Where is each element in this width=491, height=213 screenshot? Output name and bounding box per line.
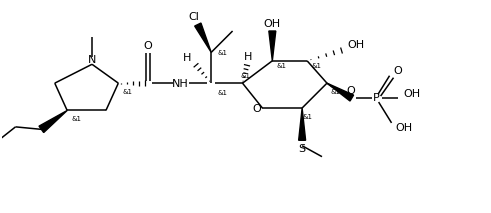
Text: S: S bbox=[299, 144, 306, 154]
Text: &1: &1 bbox=[122, 89, 132, 95]
Text: OH: OH bbox=[395, 123, 412, 133]
Text: &1: &1 bbox=[311, 63, 321, 69]
Text: OH: OH bbox=[404, 89, 421, 99]
Text: &1: &1 bbox=[276, 63, 286, 69]
Text: O: O bbox=[393, 66, 402, 76]
Text: &1: &1 bbox=[331, 89, 341, 95]
Text: &1: &1 bbox=[302, 114, 312, 120]
Text: NH: NH bbox=[172, 79, 189, 89]
Text: O: O bbox=[252, 104, 261, 114]
Text: &1: &1 bbox=[217, 50, 227, 56]
Text: Cl: Cl bbox=[189, 12, 199, 22]
Text: N: N bbox=[88, 55, 96, 65]
Text: OH: OH bbox=[264, 19, 281, 29]
Text: &1: &1 bbox=[240, 73, 250, 79]
Text: O: O bbox=[144, 41, 153, 51]
Text: P: P bbox=[373, 93, 380, 103]
Text: O: O bbox=[347, 86, 355, 96]
Polygon shape bbox=[39, 111, 67, 132]
Polygon shape bbox=[194, 23, 211, 52]
Polygon shape bbox=[269, 31, 276, 61]
Polygon shape bbox=[327, 83, 354, 101]
Text: H: H bbox=[245, 52, 253, 62]
Text: H: H bbox=[183, 53, 191, 63]
Text: OH: OH bbox=[348, 40, 365, 50]
Text: &1: &1 bbox=[217, 90, 227, 96]
Polygon shape bbox=[299, 108, 305, 140]
Text: &1: &1 bbox=[71, 117, 81, 122]
